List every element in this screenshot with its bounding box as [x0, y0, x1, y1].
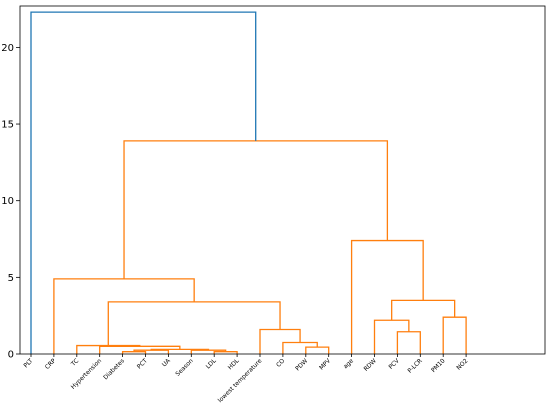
y-tick-label: 0 [8, 350, 14, 361]
cluster-link-16 [350, 239, 424, 354]
leaf-label: PDW [294, 357, 309, 372]
cluster-link-11 [53, 278, 195, 354]
dendrogram-links [30, 11, 467, 354]
y-tick-label: 5 [8, 273, 14, 284]
cluster-link-15 [391, 299, 456, 321]
leaf-label: P-LCR [406, 357, 423, 374]
cluster-link-14 [442, 316, 467, 354]
leaf-label: NO2 [455, 357, 469, 371]
leaf-label: Season [174, 357, 194, 377]
leaf-label: LDL [205, 357, 218, 370]
leaf-label: RDW [363, 357, 378, 372]
y-tick-label: 10 [1, 196, 14, 207]
cluster-link-6 [305, 346, 330, 354]
cluster-link-17 [123, 140, 389, 279]
cluster-link-10 [107, 301, 281, 346]
leaf-label: MPV [318, 357, 333, 372]
leaf-label: PLT [23, 357, 35, 369]
cluster-link-5 [99, 345, 181, 354]
leaf-label: TC [69, 357, 80, 368]
cluster-link-13 [373, 319, 410, 354]
leaf-label: age [342, 357, 355, 370]
leaf-label: Diabetes [102, 357, 126, 381]
plot-frame [19, 5, 546, 355]
cluster-link-7 [282, 341, 318, 354]
cluster-link-12 [396, 331, 421, 354]
leaf-label: lowest temperature [217, 357, 264, 404]
cluster-link-4 [150, 348, 210, 351]
leaf-label: PM10 [430, 357, 447, 374]
leaf-label: PCV [387, 357, 401, 371]
leaf-label: CRP [44, 357, 58, 371]
leaf-label: CO [275, 357, 286, 368]
leaf-label: UA [161, 357, 173, 369]
cluster-link-18 [30, 11, 257, 354]
y-axis: 0 5 10 15 20 [1, 43, 20, 361]
cluster-link-8 [259, 328, 301, 354]
y-tick-label: 15 [1, 120, 14, 131]
leaf-label: PCT [136, 357, 149, 370]
y-tick-label: 20 [1, 43, 14, 54]
leaf-label: HDL [227, 357, 241, 371]
